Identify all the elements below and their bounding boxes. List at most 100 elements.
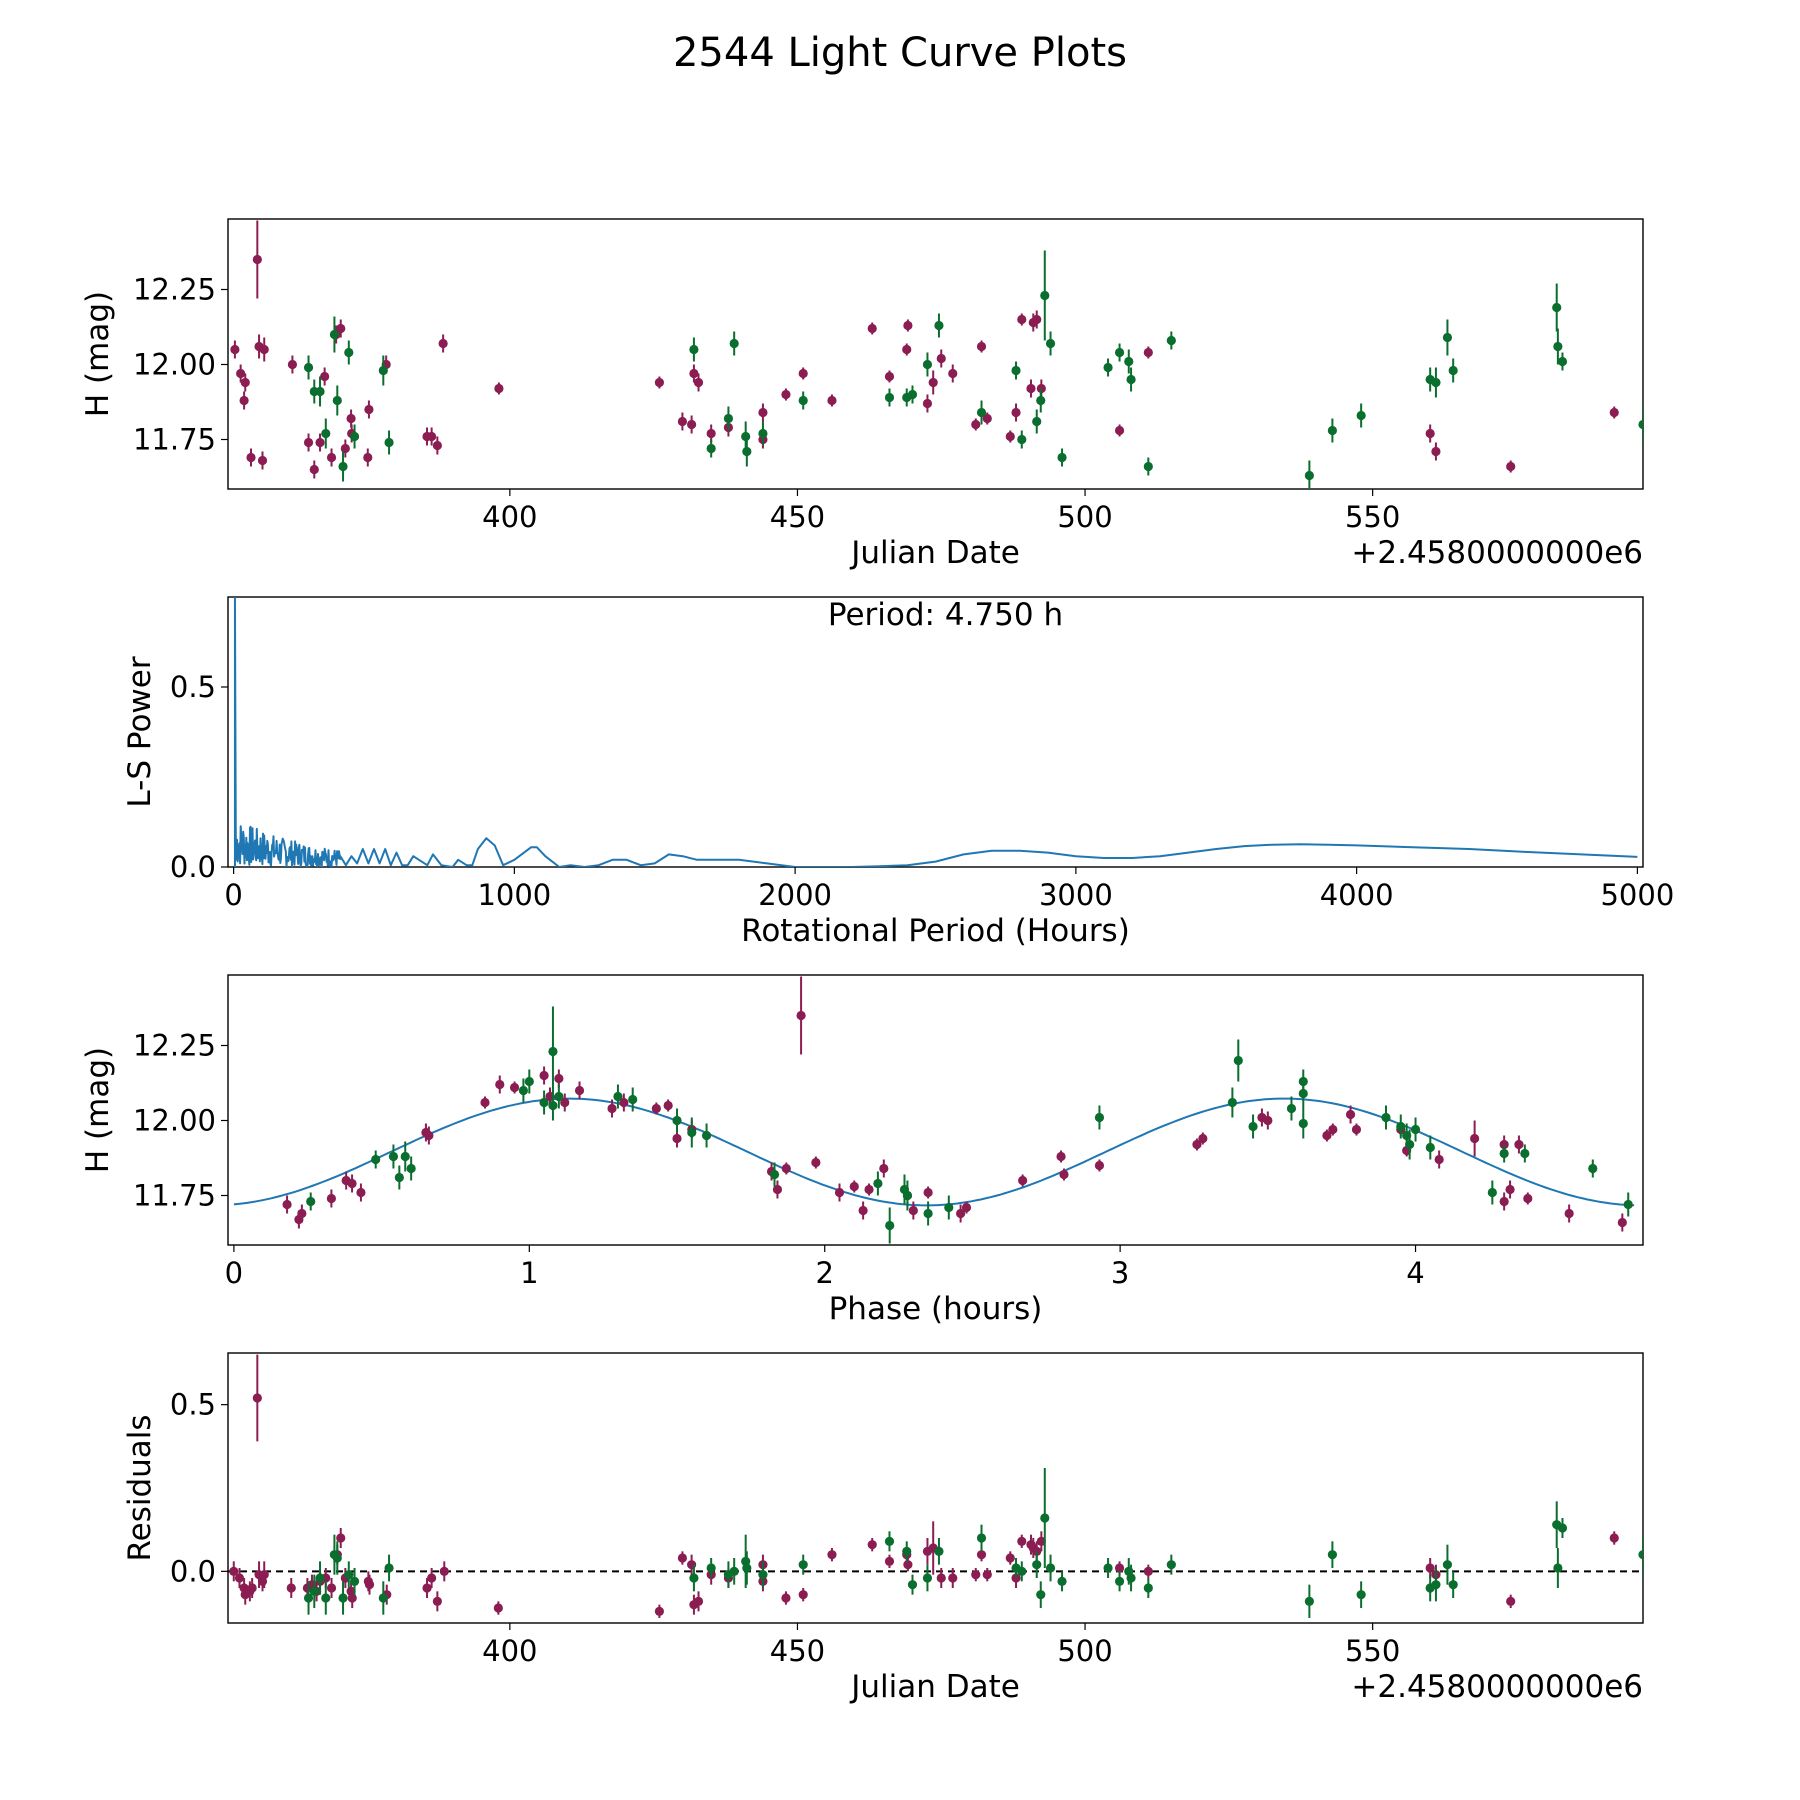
data-point bbox=[934, 1546, 944, 1556]
x-tick-label: 3 bbox=[1111, 1256, 1129, 1290]
data-point bbox=[1011, 407, 1021, 418]
data-point bbox=[936, 353, 946, 364]
data-point bbox=[1557, 356, 1568, 367]
data-point bbox=[1114, 1576, 1125, 1586]
data-point bbox=[885, 1220, 895, 1231]
data-point bbox=[961, 1202, 972, 1213]
data-point bbox=[1032, 1560, 1042, 1570]
data-point bbox=[902, 1546, 912, 1556]
data-point bbox=[903, 1560, 913, 1570]
x-offset-text: +2.4580000000e6 bbox=[1351, 535, 1643, 571]
panel-lightcurve: 400 450 500 550 11.75 12.00 12.25 Julian Date H … bbox=[80, 218, 1644, 571]
data-point bbox=[1431, 377, 1441, 388]
x-tick-label: 1000 bbox=[477, 878, 551, 912]
data-point bbox=[349, 1576, 360, 1586]
data-point bbox=[706, 428, 716, 439]
data-point bbox=[257, 455, 268, 466]
data-point bbox=[509, 1082, 520, 1093]
data-point bbox=[798, 368, 808, 379]
data-point bbox=[798, 395, 808, 406]
data-point bbox=[651, 1103, 661, 1114]
data-point bbox=[1506, 1596, 1516, 1606]
data-point bbox=[548, 1046, 558, 1057]
data-point bbox=[1114, 1563, 1125, 1573]
data-point bbox=[1448, 365, 1458, 376]
data-point bbox=[320, 371, 330, 382]
data-point bbox=[884, 1556, 895, 1566]
data-point bbox=[287, 359, 298, 370]
data-point bbox=[1425, 1142, 1435, 1153]
data-point bbox=[742, 1563, 752, 1573]
data-point bbox=[406, 1163, 416, 1174]
data-point bbox=[518, 1085, 529, 1096]
plot-frame bbox=[227, 1352, 1644, 1624]
data-point bbox=[654, 377, 665, 388]
data-point bbox=[1124, 356, 1134, 367]
data-point bbox=[796, 1010, 806, 1021]
data-point bbox=[234, 1573, 245, 1583]
data-point bbox=[315, 437, 325, 448]
data-point bbox=[1487, 1187, 1497, 1198]
data-point bbox=[607, 1103, 617, 1114]
data-point bbox=[303, 1593, 314, 1603]
x-tick-label: 0 bbox=[225, 1256, 243, 1290]
data-point bbox=[1005, 1553, 1015, 1563]
data-point bbox=[236, 368, 246, 379]
data-point bbox=[432, 1596, 442, 1606]
data-point bbox=[1040, 290, 1050, 301]
data-point bbox=[677, 1553, 688, 1563]
data-point bbox=[1233, 1055, 1243, 1066]
data-point bbox=[907, 1580, 918, 1590]
data-point bbox=[349, 431, 360, 442]
y-tick-label: 12.25 bbox=[133, 273, 216, 307]
data-point bbox=[309, 464, 319, 475]
data-point bbox=[758, 407, 768, 418]
data-point bbox=[332, 395, 342, 406]
data-point bbox=[384, 437, 394, 448]
data-point bbox=[1356, 410, 1366, 421]
data-point bbox=[1045, 1563, 1056, 1573]
data-point bbox=[1036, 1536, 1046, 1546]
data-point bbox=[976, 1533, 987, 1543]
data-point bbox=[729, 1566, 739, 1576]
data-point bbox=[1040, 1513, 1050, 1523]
data-point bbox=[1442, 332, 1453, 343]
y-tick-label: 11.75 bbox=[133, 1179, 216, 1213]
data-point bbox=[1345, 1109, 1356, 1120]
data-point bbox=[663, 1100, 673, 1111]
data-point bbox=[326, 452, 337, 463]
data-point bbox=[867, 1540, 877, 1550]
data-point bbox=[1036, 395, 1046, 406]
data-point bbox=[315, 1573, 325, 1583]
data-point bbox=[1588, 1163, 1598, 1174]
data-point bbox=[928, 377, 938, 388]
data-point bbox=[908, 1205, 918, 1216]
data-point bbox=[1322, 1130, 1332, 1141]
data-point bbox=[247, 1583, 257, 1593]
data-point bbox=[371, 1154, 381, 1165]
data-point bbox=[1056, 1151, 1066, 1162]
data-point bbox=[548, 1100, 558, 1111]
data-point bbox=[1227, 1097, 1237, 1108]
data-point bbox=[347, 1593, 357, 1603]
data-point bbox=[321, 428, 331, 439]
data-point bbox=[781, 1163, 791, 1174]
data-point bbox=[706, 443, 716, 454]
data-point bbox=[1425, 1563, 1435, 1573]
data-point bbox=[338, 1593, 348, 1603]
x-tick-label: 450 bbox=[770, 500, 825, 534]
data-point bbox=[701, 1130, 712, 1141]
data-point bbox=[1248, 1121, 1258, 1132]
periodogram-line bbox=[233, 597, 1638, 867]
y-tick-label: 0.5 bbox=[170, 670, 216, 704]
data-point bbox=[329, 329, 340, 340]
data-point bbox=[560, 1097, 570, 1108]
data-point bbox=[798, 1590, 808, 1600]
data-point bbox=[879, 1163, 889, 1174]
data-point bbox=[1143, 347, 1153, 358]
x-tick-label: 500 bbox=[1057, 500, 1112, 534]
plot-area bbox=[233, 976, 1635, 1244]
data-point bbox=[922, 1573, 933, 1583]
panel-periodogram: 0 1000 2000 3000 4000 5000 0.0 0.5 Rotational Pe… bbox=[122, 596, 1674, 949]
